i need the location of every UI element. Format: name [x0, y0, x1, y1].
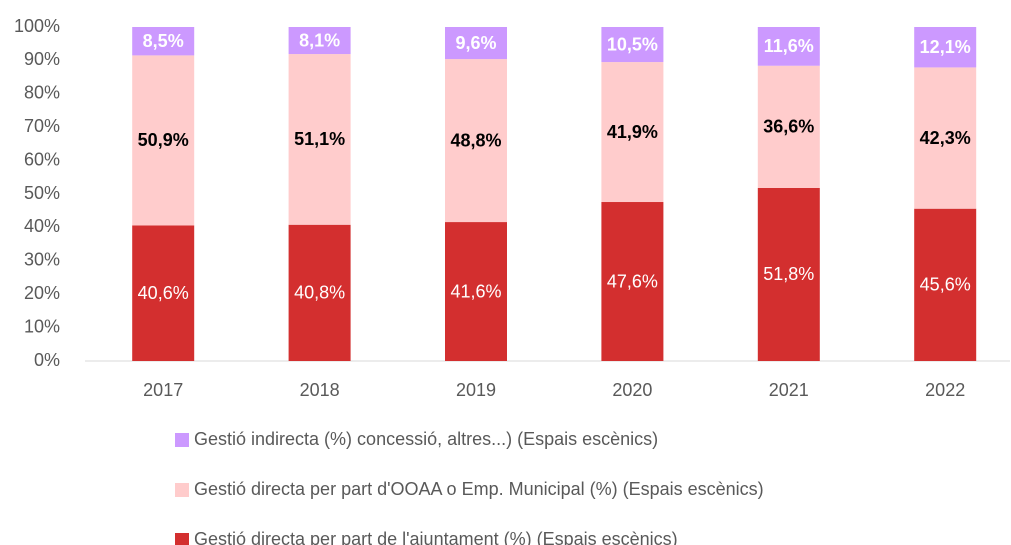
- bar-segment: [914, 67, 977, 209]
- x-tick-label: 2020: [612, 380, 652, 400]
- bar-segment: [132, 225, 195, 361]
- data-label: 42,3%: [920, 128, 971, 148]
- bar-segment: [132, 27, 195, 56]
- legend-swatch: [175, 533, 189, 545]
- x-tick-label: 2017: [143, 380, 183, 400]
- data-label: 51,8%: [763, 264, 814, 284]
- legend-label: Gestió directa per part de l'ajuntament …: [194, 529, 678, 545]
- legend-swatch: [175, 483, 189, 497]
- bar-segment: [757, 187, 820, 361]
- legend-swatch: [175, 433, 189, 447]
- y-tick-label: 100%: [14, 16, 60, 36]
- y-tick-label: 10%: [24, 316, 60, 336]
- x-tick-label: 2019: [456, 380, 496, 400]
- data-label: 40,6%: [138, 283, 189, 303]
- bar-segment: [445, 222, 507, 361]
- y-tick-label: 40%: [24, 216, 60, 236]
- bar-segment: [288, 224, 351, 361]
- y-tick-label: 90%: [24, 49, 60, 69]
- data-label: 40,8%: [294, 283, 345, 303]
- bar-segment: [445, 59, 507, 223]
- legend-label: Gestió directa per part d'OOAA o Emp. Mu…: [194, 479, 764, 499]
- data-label: 12,1%: [920, 37, 971, 57]
- data-label: 41,6%: [450, 281, 501, 301]
- y-tick-label: 50%: [24, 183, 60, 203]
- bar-segment: [757, 27, 820, 66]
- bar-segment: [288, 54, 351, 225]
- legend-label: Gestió indirecta (%) concessió, altres..…: [194, 429, 658, 449]
- data-label: 9,6%: [455, 33, 496, 53]
- bar-segment: [601, 62, 664, 203]
- y-tick-label: 30%: [24, 250, 60, 270]
- y-tick-label: 60%: [24, 149, 60, 169]
- data-label: 11,6%: [764, 36, 814, 56]
- data-label: 47,6%: [607, 271, 658, 291]
- x-tick-label: 2018: [300, 380, 340, 400]
- bar-segment: [601, 202, 664, 361]
- data-label: 48,8%: [450, 130, 501, 150]
- bar-segment: [914, 208, 977, 361]
- y-tick-label: 70%: [24, 116, 60, 136]
- data-label: 8,1%: [299, 30, 340, 50]
- bar-segment: [132, 55, 195, 226]
- bar-segment: [288, 27, 351, 55]
- bar-segment: [914, 27, 977, 68]
- x-tick-label: 2021: [769, 380, 809, 400]
- y-tick-label: 0%: [34, 350, 60, 370]
- bar-segment: [601, 27, 664, 63]
- data-label: 41,9%: [607, 122, 658, 142]
- data-label: 45,6%: [920, 275, 971, 295]
- data-label: 10,5%: [607, 34, 658, 54]
- data-label: 36,6%: [763, 117, 814, 137]
- data-label: 51,1%: [294, 129, 345, 149]
- y-tick-label: 80%: [24, 83, 60, 103]
- y-tick-label: 20%: [24, 283, 60, 303]
- data-label: 8,5%: [143, 31, 184, 51]
- bar-segment: [445, 27, 507, 60]
- bar-segment: [757, 65, 820, 188]
- x-tick-label: 2022: [925, 380, 965, 400]
- data-label: 50,9%: [138, 130, 189, 150]
